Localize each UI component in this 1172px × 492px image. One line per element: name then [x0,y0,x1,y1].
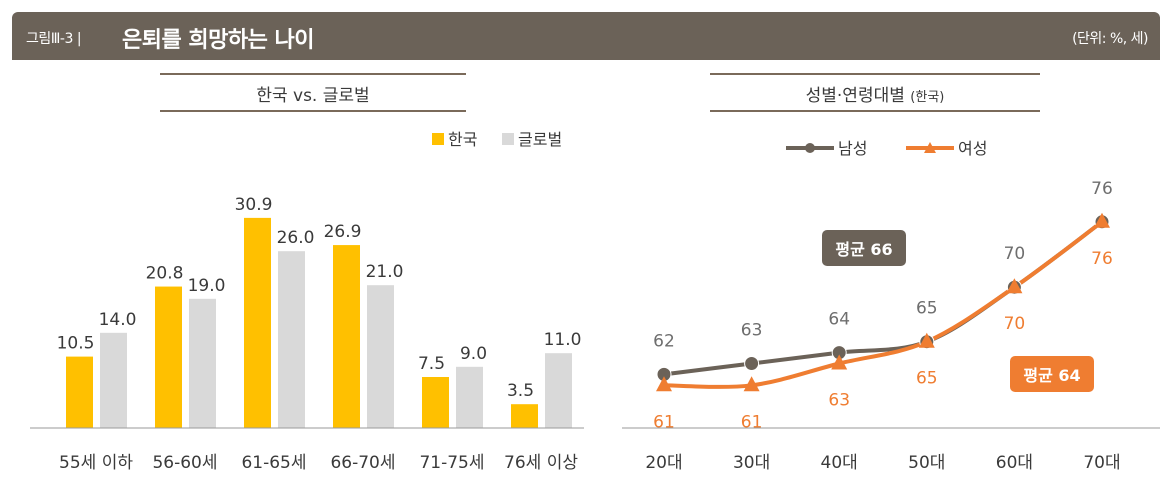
legend-marker-0 [805,143,815,153]
bar-value-label: 30.9 [235,195,273,215]
female-value-label: 61 [653,412,675,432]
bar-value-label: 20.8 [146,264,184,284]
line-chart-title: 성별·연령대별 (한국) [806,86,945,106]
series-line-1 [663,220,1104,389]
bar-chart-title: 한국 vs. 글로벌 [256,86,369,106]
avg-female-label: 평균 64 [1023,366,1080,385]
x-tick-label: 70대 [1083,453,1120,473]
bar-5-1 [545,353,572,428]
avg-female-badge [1010,356,1094,392]
legend-marker-1 [924,142,936,153]
x-tick-label: 61-65세 [241,453,306,473]
x-tick-label: 20대 [645,453,682,473]
bar-3-1 [367,285,394,428]
x-tick-label: 60대 [996,453,1033,473]
bar-value-label: 19.0 [188,276,226,296]
x-tick-label: 55세 이하 [59,453,133,473]
legend-label-1: 여성 [958,139,987,158]
bar-value-label: 14.0 [99,310,137,330]
x-tick-label: 56-60세 [152,453,217,473]
x-tick-label: 40대 [821,453,858,473]
legend-label-0: 남성 [838,139,867,158]
x-tick-label: 30대 [733,453,770,473]
bar-1-0 [155,286,182,428]
female-value-label: 76 [1091,249,1113,269]
male-value-label: 70 [1004,244,1026,264]
bar-value-label: 7.5 [418,354,445,374]
figure-number: 그림Ⅲ-3 | [26,31,82,47]
female-point [743,376,760,392]
female-point [1006,278,1023,294]
bar-0-1 [100,332,127,428]
female-point [656,376,672,392]
male-value-label: 62 [653,331,675,351]
legend-swatch-1 [502,133,514,145]
legend-label-1: 글로벌 [518,130,562,149]
male-value-label: 76 [1091,179,1113,199]
x-tick-label: 66-70세 [330,453,395,473]
female-value-label: 63 [828,391,850,411]
bar-value-label: 26.9 [324,222,362,242]
bar-value-label: 9.0 [460,344,487,364]
unit-label: (단위: %, 세) [1072,31,1148,47]
female-value-label: 70 [1004,314,1026,334]
bar-value-label: 26.0 [277,228,315,248]
avg-male-label: 평균 66 [835,240,892,259]
female-point [831,354,848,370]
bar-2-1 [278,251,305,428]
male-value-label: 63 [741,321,763,341]
bar-value-label: 3.5 [507,381,534,401]
x-tick-label: 76세 이상 [504,453,578,473]
bar-4-0 [422,377,449,428]
bar-value-label: 11.0 [544,330,582,350]
bar-3-0 [333,245,360,428]
female-value-label: 65 [916,369,938,389]
x-tick-label: 71-75세 [419,453,484,473]
legend-swatch-0 [432,133,444,145]
male-value-label: 65 [916,299,938,319]
x-tick-label: 50대 [908,453,945,473]
male-value-label: 64 [828,310,850,330]
bar-2-0 [244,217,271,428]
figure-title: 은퇴를 희망하는 나이 [122,28,314,53]
female-value-label: 61 [741,412,763,432]
female-point [1094,212,1110,228]
legend-label-0: 한국 [448,130,477,149]
figure-header-bar: 그림Ⅲ-3 | 은퇴를 희망하는 나이 (단위: %, 세) [12,12,1160,60]
line-chart: 성별·연령대별 (한국) 남성 여성 62 63 64 65 70 76 61 61 63 65 70 76… [622,73,1160,473]
bar-value-label: 21.0 [366,262,404,282]
male-point [744,356,760,371]
avg-male-badge [822,230,906,266]
bar-4-1 [456,366,483,428]
female-point [918,332,935,348]
bar-0-0 [66,356,93,428]
bar-value-label: 10.5 [57,334,95,354]
bar-5-0 [511,404,538,428]
bar-1-1 [189,298,216,428]
